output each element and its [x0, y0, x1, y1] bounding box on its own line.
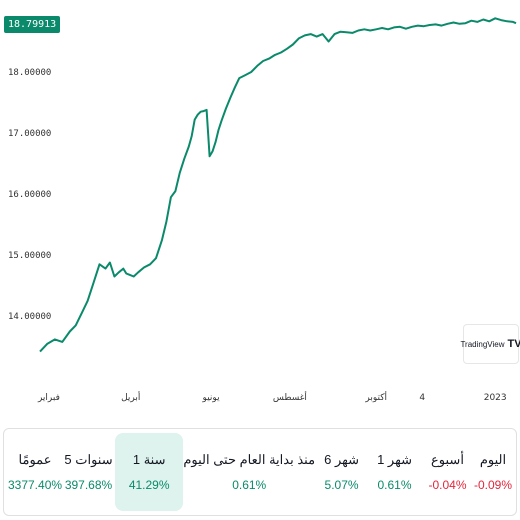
- period-tab[interactable]: أسبوع -0.04%: [421, 433, 474, 511]
- period-change-value: 3377.40%: [7, 478, 63, 492]
- period-tab[interactable]: 1 شهر 0.61%: [368, 433, 421, 511]
- period-change-value: -0.09%: [473, 478, 512, 492]
- y-axis-tick-label: 16.00000: [8, 190, 51, 200]
- period-label: عمومًا: [18, 452, 52, 467]
- period-tab[interactable]: 6 شهر 5.07%: [315, 433, 368, 511]
- x-axis-tick-label: يونيو: [202, 393, 221, 403]
- performance-periods: اليوم -0.09% أسبوع -0.04% 1 شهر 0.61% 6 شهر 5.0…: [3, 428, 517, 516]
- y-axis-tick-label: 18.00000: [8, 68, 51, 78]
- period-label: 6 شهر: [324, 452, 359, 467]
- y-axis-tick-label: 15.00000: [8, 251, 51, 261]
- period-tab[interactable]: عمومًا 3377.40%: [8, 433, 62, 511]
- period-change-value: 5.07%: [324, 478, 359, 492]
- period-label: منذ بداية العام حتى اليوم: [183, 452, 316, 467]
- tradingview-mark-icon: TV: [507, 338, 520, 350]
- price-chart[interactable]: 14.00000 15.00000 16.00000 17.00000 18.00000…: [0, 0, 520, 410]
- period-tab[interactable]: 1 سنة 41.29%: [115, 433, 184, 511]
- period-label: 5 سنوات: [64, 452, 113, 467]
- period-tab[interactable]: 5 سنوات 397.68%: [62, 433, 115, 511]
- period-change-value: 0.61%: [377, 478, 412, 492]
- x-axis-tick-label: 4: [419, 393, 425, 403]
- tradingview-logo-text: TradingView: [460, 339, 505, 349]
- x-axis-tick-label: أبريل: [121, 391, 140, 403]
- x-axis-tick-label: أغسطس: [273, 391, 307, 403]
- period-change-value: 0.61%: [232, 478, 267, 492]
- period-label: اليوم: [479, 452, 507, 467]
- price-series-line: [39, 17, 517, 353]
- x-axis-tick-label: فبراير: [37, 393, 60, 403]
- period-change-value: 397.68%: [64, 478, 113, 492]
- period-label: أسبوع: [431, 452, 464, 467]
- x-axis-tick-label: أكتوبر: [364, 391, 387, 403]
- x-axis-tick-label: 2023: [484, 393, 507, 403]
- period-label: 1 شهر: [377, 452, 412, 467]
- y-axis-tick-label: 14.00000: [8, 312, 51, 322]
- period-tab[interactable]: اليوم -0.09%: [474, 433, 512, 511]
- period-label: 1 سنة: [132, 452, 166, 467]
- period-tab[interactable]: منذ بداية العام حتى اليوم 0.61%: [183, 433, 315, 511]
- tradingview-logo[interactable]: TradingView TV: [460, 324, 520, 364]
- last-price-badge: 18.79913: [4, 16, 61, 33]
- period-change-value: -0.04%: [428, 478, 467, 492]
- y-axis-tick-label: 17.00000: [8, 129, 51, 139]
- period-change-value: 41.29%: [128, 478, 170, 492]
- chart-canvas[interactable]: 14.00000 15.00000 16.00000 17.00000 18.00000…: [0, 0, 520, 410]
